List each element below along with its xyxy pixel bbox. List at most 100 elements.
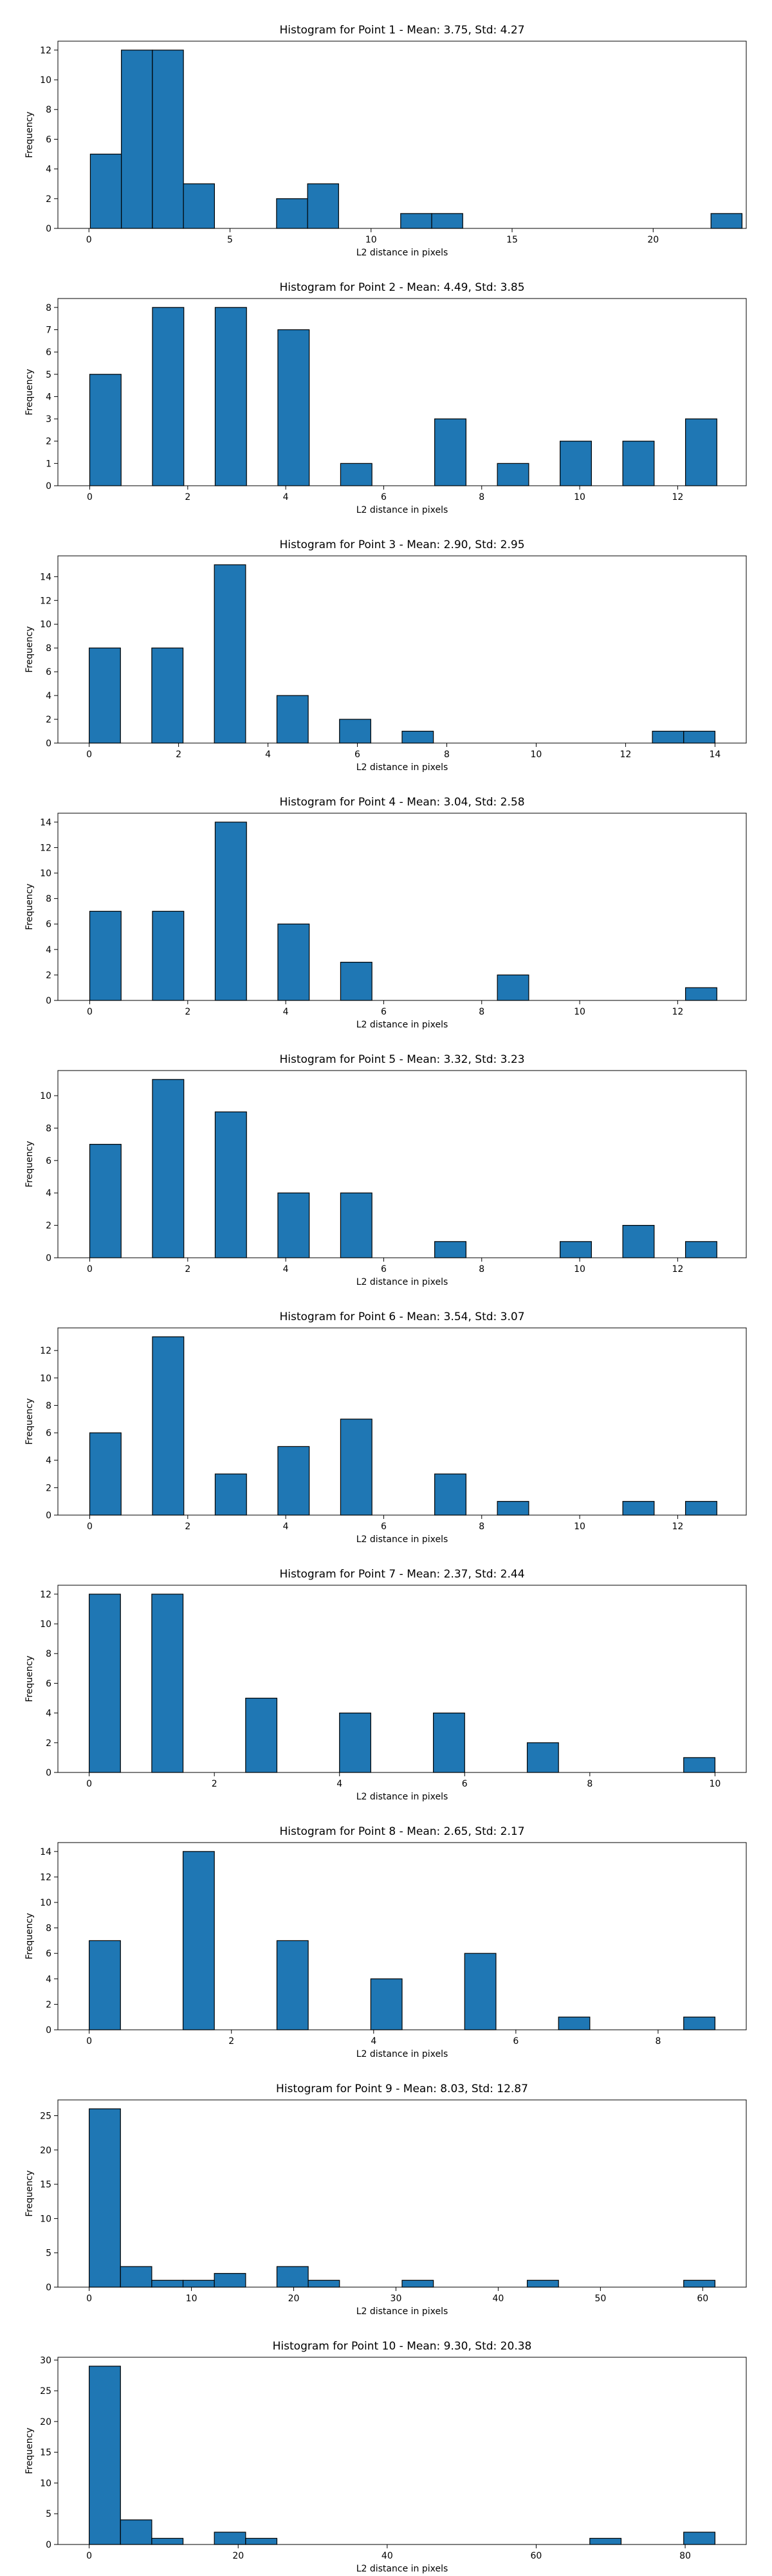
x-tick-label: 0 (86, 1779, 92, 1789)
histogram-svg-10: Histogram for Point 10 - Mean: 9.30, Std… (24, 2340, 747, 2574)
y-tick-label: 6 (46, 347, 51, 358)
y-tick-label: 8 (46, 1924, 51, 1934)
histogram-bar (652, 730, 685, 744)
x-tick-label: 6 (513, 2036, 519, 2047)
y-axis-label: Frequency (24, 1913, 35, 1959)
histogram-bar (685, 987, 717, 1001)
x-tick-label: 12 (672, 1007, 683, 1017)
histogram-bar (152, 1336, 185, 1516)
histogram-bar (683, 1757, 715, 1773)
x-tick-label: 2 (176, 750, 181, 760)
x-tick-label: 0 (86, 2551, 92, 2561)
histogram-bar (214, 2532, 246, 2545)
x-tick-label: 6 (381, 1522, 387, 1532)
histogram-bar (339, 719, 371, 744)
histogram-bar (277, 329, 310, 486)
histogram-svg-6: Histogram for Point 6 - Mean: 3.54, Std:… (24, 1311, 747, 1545)
histogram-svg-9: Histogram for Point 9 - Mean: 8.03, Std:… (24, 2083, 747, 2317)
y-tick-label: 6 (46, 667, 51, 677)
y-tick-label: 8 (46, 894, 51, 905)
y-tick-label: 12 (40, 1590, 51, 1600)
histogram-bar (434, 1241, 466, 1258)
y-tick-label: 2 (46, 715, 51, 725)
histogram-bar (307, 183, 339, 229)
histogram-bar (560, 441, 592, 486)
y-tick-label: 10 (40, 2478, 51, 2489)
y-tick-label: 6 (46, 134, 51, 145)
histogram-bar (214, 1473, 247, 1516)
y-tick-label: 4 (46, 691, 51, 701)
x-tick-label: 4 (336, 1779, 342, 1789)
histogram-bar (276, 1940, 309, 2030)
y-tick-label: 12 (40, 843, 51, 853)
y-tick-label: 0 (46, 2283, 51, 2293)
histogram-bar (183, 183, 215, 229)
histogram-bar (276, 2266, 309, 2288)
histogram-svg-4: Histogram for Point 4 - Mean: 3.04, Std:… (24, 796, 747, 1030)
x-tick-label: 2 (228, 2036, 234, 2047)
histogram-panel-3: Histogram for Point 3 - Mean: 2.90, Std:… (0, 515, 772, 773)
plot-frame (57, 555, 747, 744)
y-tick-label: 30 (40, 2355, 51, 2366)
histogram-svg-7: Histogram for Point 7 - Mean: 2.37, Std:… (24, 1568, 747, 1802)
y-axis-label: Frequency (24, 626, 35, 672)
x-tick-label: 10 (365, 235, 377, 245)
histogram-bar (433, 1713, 465, 1773)
histogram-panel-10: Histogram for Point 10 - Mean: 9.30, Std… (0, 2316, 772, 2574)
y-tick-label: 4 (46, 1709, 51, 1719)
histogram-bar (182, 1851, 215, 2030)
histogram-bar (622, 1225, 655, 1258)
x-tick-label: 2 (185, 1264, 190, 1274)
histogram-bar (560, 1241, 592, 1258)
x-tick-label: 8 (587, 1779, 593, 1789)
x-tick-label: 4 (371, 2036, 376, 2047)
histogram-panel-4: Histogram for Point 4 - Mean: 3.04, Std:… (0, 772, 772, 1030)
y-axis-label: Frequency (24, 1141, 35, 1187)
histogram-bar (401, 2279, 434, 2288)
histogram-bar (497, 974, 529, 1001)
x-tick-label: 6 (354, 750, 360, 760)
y-tick-label: 10 (40, 620, 51, 630)
y-axis-label: Frequency (24, 2170, 35, 2216)
x-tick-label: 0 (86, 2036, 92, 2047)
y-axis-label: Frequency (24, 2427, 35, 2474)
y-tick-label: 20 (40, 2146, 51, 2156)
y-tick-label: 2 (46, 2000, 51, 2010)
y-tick-label: 14 (40, 818, 51, 828)
y-axis-label: Frequency (24, 111, 35, 158)
plot-frame (57, 1070, 747, 1258)
y-tick-label: 0 (46, 2025, 51, 2036)
histogram-bar (121, 50, 153, 229)
histogram-bar (683, 2016, 715, 2030)
histogram-panel-6: Histogram for Point 6 - Mean: 3.54, Std:… (0, 1287, 772, 1545)
y-tick-label: 2 (46, 437, 51, 447)
x-tick-label: 12 (620, 750, 631, 760)
x-tick-label: 10 (574, 1522, 585, 1532)
x-tick-label: 8 (479, 492, 484, 502)
y-tick-label: 1 (46, 459, 51, 469)
histogram-bar (214, 1111, 247, 1258)
histogram-bar (182, 2279, 215, 2288)
x-tick-label: 4 (283, 492, 289, 502)
y-axis-label: Frequency (24, 369, 35, 415)
y-tick-label: 5 (46, 2509, 51, 2519)
histogram-bar (152, 1079, 185, 1258)
histogram-bar (89, 2366, 121, 2545)
y-tick-label: 4 (46, 392, 51, 402)
histogram-bar (120, 2266, 152, 2288)
y-tick-label: 0 (46, 481, 51, 492)
histogram-bar (526, 1742, 559, 1773)
x-axis-label: L2 distance in pixels (356, 2049, 448, 2059)
x-axis-label: L2 distance in pixels (356, 762, 448, 772)
y-tick-label: 15 (40, 2448, 51, 2458)
x-tick-label: 15 (506, 235, 518, 245)
histogram-svg-1: Histogram for Point 1 - Mean: 3.75, Std:… (24, 24, 747, 258)
plot-frame (57, 813, 747, 1001)
plot-frame (57, 298, 747, 486)
x-tick-label: 10 (709, 1779, 721, 1789)
x-tick-label: 5 (227, 235, 233, 245)
histogram-bar (151, 2537, 184, 2545)
y-tick-label: 0 (46, 1253, 51, 1264)
histogram-bar (685, 418, 717, 486)
y-tick-label: 4 (46, 1974, 51, 1985)
